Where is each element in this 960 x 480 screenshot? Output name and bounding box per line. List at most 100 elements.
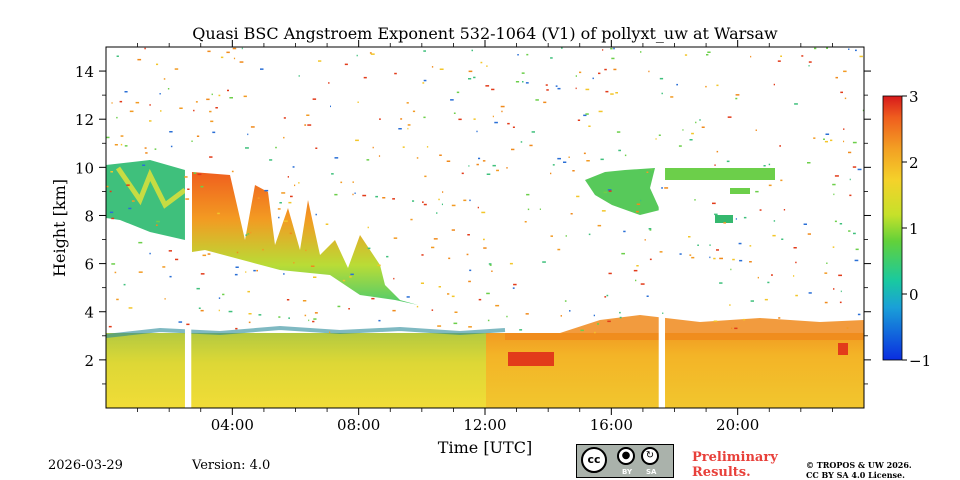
noise-speckles (106, 47, 864, 334)
boundary-layer-afternoon (505, 315, 864, 340)
noise-speckle (676, 83, 678, 86)
noise-speckle (367, 226, 369, 229)
noise-speckle (469, 269, 472, 272)
noise-speckle (695, 121, 697, 124)
noise-speckle (659, 251, 663, 253)
noise-speckle (137, 58, 142, 61)
noise-speckle (823, 138, 825, 140)
noise-speckle (313, 276, 317, 278)
early-layer-detail (115, 166, 187, 209)
x-axis-label: Time [UTC] (438, 438, 532, 457)
noise-speckle (684, 54, 688, 56)
noise-speckle (334, 193, 338, 196)
noise-speckle (659, 77, 664, 80)
noise-speckle (355, 139, 359, 142)
noise-speckle (162, 266, 166, 268)
noise-speckle (603, 191, 608, 194)
noise-speckle (735, 218, 737, 220)
noise-speckle (576, 195, 580, 198)
noise-speckle (486, 173, 491, 175)
noise-speckle (239, 61, 244, 63)
noise-speckle (451, 204, 456, 207)
noise-speckle (124, 145, 128, 147)
noise-speckle (294, 184, 296, 187)
noise-speckle (705, 85, 707, 88)
noise-speckle (234, 273, 238, 276)
noise-speckle (468, 165, 470, 167)
noise-speckle (597, 323, 599, 325)
noise-speckle (592, 77, 594, 80)
noise-speckle (577, 119, 581, 121)
noise-speckle (546, 89, 549, 91)
noise-speckle (772, 234, 776, 237)
noise-speckle (155, 224, 158, 226)
noise-speckle (826, 262, 828, 264)
noise-speckle (691, 256, 695, 259)
noise-speckle (206, 98, 210, 101)
noise-speckle (308, 319, 310, 322)
noise-speckle (550, 172, 552, 175)
noise-speckle (688, 236, 691, 238)
noise-speckle (507, 122, 510, 125)
noise-speckle (585, 88, 590, 91)
noise-speckle (314, 312, 318, 314)
noise-speckle (378, 319, 381, 322)
colorbar-ticks: −1 0 1 2 3 (902, 88, 931, 370)
noise-speckle (636, 210, 639, 213)
noise-speckle (564, 300, 567, 302)
noise-speckle (849, 178, 851, 181)
noise-speckle (519, 329, 523, 331)
noise-speckle (349, 276, 352, 278)
axes: 04:00 08:00 12:00 16:00 20:00 2 4 6 8 10 12 14 (75, 40, 871, 434)
noise-speckle (377, 264, 381, 267)
noise-speckle (605, 90, 609, 93)
noise-speckle (138, 271, 143, 273)
noise-speckle (456, 91, 460, 94)
noise-speckle (839, 223, 843, 225)
noise-speckle (716, 84, 719, 87)
noise-speckle (713, 257, 716, 260)
noise-speckle (719, 282, 723, 284)
noise-speckle (832, 183, 836, 186)
y-tick-label: 10 (75, 159, 94, 177)
noise-speckle (723, 222, 726, 224)
noise-speckle (278, 216, 280, 219)
noise-speckle (649, 258, 652, 261)
noise-speckle (763, 165, 766, 167)
noise-speckle (557, 248, 561, 251)
noise-speckle (640, 199, 642, 202)
noise-speckle (749, 261, 752, 263)
noise-speckle (848, 48, 850, 50)
noise-speckle (843, 128, 845, 130)
noise-speckle (755, 129, 757, 131)
noise-speckle (410, 218, 413, 221)
y-tick-label: 4 (84, 304, 94, 322)
noise-speckle (655, 138, 657, 140)
noise-speckle (491, 88, 495, 91)
noise-speckle (646, 171, 649, 173)
noise-speckle (306, 114, 310, 116)
evening-cloud-layer-4 (715, 215, 733, 223)
noise-speckle (407, 124, 411, 126)
noise-speckle (649, 229, 652, 231)
noise-speckle (767, 281, 770, 284)
cc-sa-label: SA (646, 468, 657, 476)
noise-speckle (777, 60, 781, 62)
noise-speckle (109, 190, 112, 193)
noise-speckle (606, 294, 609, 297)
noise-speckle (487, 319, 490, 322)
noise-speckle (167, 88, 170, 90)
noise-speckle (222, 293, 225, 296)
noise-speckle (780, 179, 783, 182)
noise-speckle (833, 193, 835, 196)
noise-speckle (618, 149, 621, 152)
noise-speckle (178, 321, 183, 323)
noise-speckle (486, 65, 488, 67)
noise-speckle (247, 133, 249, 136)
noise-speckle (200, 273, 205, 275)
noise-speckle (160, 110, 162, 112)
noise-speckle (245, 234, 248, 236)
noise-speckle (164, 298, 166, 300)
noise-speckle (862, 109, 864, 112)
noise-speckle (846, 327, 849, 329)
